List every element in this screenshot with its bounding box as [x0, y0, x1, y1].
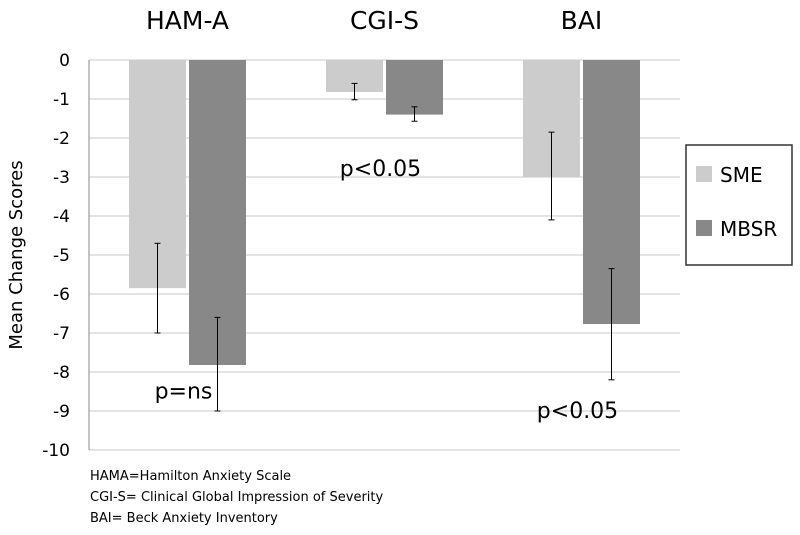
y-tick-label-4: -4 [53, 207, 70, 227]
annotations: p=ns p<0.05 p<0.05 [155, 157, 619, 424]
category-label-cgi-s: CGI-S [350, 6, 419, 35]
annotation-cgi-s: p<0.05 [340, 157, 421, 182]
y-tick-label-10: -10 [42, 441, 70, 461]
error-bars [154, 82, 615, 412]
category-label-ham-a: HAM-A [146, 6, 229, 35]
y-tick-label-6: -6 [53, 285, 70, 305]
legend: SME MBSR [685, 144, 793, 266]
legend-box [685, 144, 793, 266]
y-tick-label-5: -5 [53, 246, 70, 266]
annotation-bai: p<0.05 [537, 399, 618, 424]
category-labels: HAM-A CGI-S BAI [146, 6, 602, 35]
y-tick-label-9: -9 [53, 402, 70, 422]
legend-label-sme: SME [720, 163, 763, 187]
category-label-bai: BAI [561, 6, 603, 35]
legend-label-mbsr: MBSR [720, 217, 777, 241]
gridlines [89, 59, 680, 451]
y-axis-label: Mean Change Scores [6, 160, 27, 349]
bar-mbsr-ham-a [189, 60, 246, 365]
y-tick-label-7: -7 [53, 324, 70, 344]
footnotes: HAMA=Hamilton Anxiety Scale CGI-S= Clini… [90, 466, 383, 529]
y-tick-label-3: -3 [53, 168, 70, 188]
annotation-ham-a: p=ns [155, 380, 213, 405]
y-tick-label-1: -1 [53, 90, 70, 110]
legend-swatch-sme [696, 166, 712, 182]
legend-swatch-mbsr [696, 220, 712, 236]
footnote-hama: HAMA=Hamilton Anxiety Scale [90, 469, 292, 484]
y-tick-label-2: -2 [53, 129, 70, 149]
y-tick-label-8: -8 [53, 363, 70, 383]
footnote-cgis: CGI-S= Clinical Global Impression of Sev… [90, 490, 384, 505]
bars [129, 60, 640, 365]
bar-mbsr-cgi-s [386, 60, 443, 115]
y-tick-labels: 0 -1 -2 -3 -4 -5 -6 -7 -8 -9 -10 [42, 51, 70, 461]
footnote-bai: BAI= Beck Anxiety Inventory [90, 511, 278, 526]
y-tick-label-0: 0 [59, 51, 70, 71]
